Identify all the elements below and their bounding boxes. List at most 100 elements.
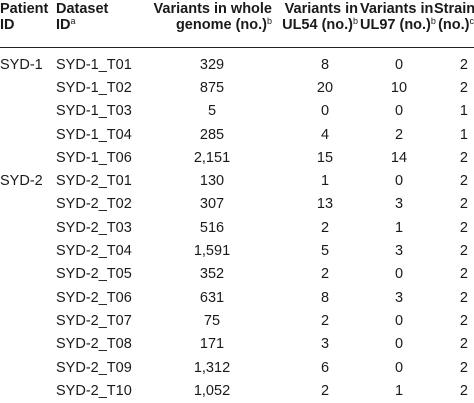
cell-variants-genome: 329 [150, 47, 280, 77]
cell-dataset-id: SYD-1_T01 [52, 47, 150, 77]
cell-dataset-id: SYD-1_T02 [52, 77, 150, 100]
cell-patient-id [0, 356, 52, 379]
cell-patient-id [0, 100, 52, 123]
cell-patient-id [0, 193, 52, 216]
cell-strains: 2 [434, 240, 474, 263]
cell-variants-ul97: 3 [360, 286, 434, 309]
header-patient-line1: Patient [0, 1, 52, 17]
cell-variants-genome: 2,151 [150, 147, 280, 170]
header-genome-line2: genome (no.) [176, 17, 267, 33]
header-patient-id: Patient ID [0, 0, 52, 47]
cell-patient-id [0, 123, 52, 146]
cell-variants-ul97: 0 [360, 263, 434, 286]
cell-variants-genome: 516 [150, 217, 280, 240]
header-ul54-line2: UL54 (no.) [282, 17, 353, 33]
cell-variants-ul97: 14 [360, 147, 434, 170]
cell-variants-ul97: 1 [360, 217, 434, 240]
cell-variants-genome: 1,591 [150, 240, 280, 263]
cell-variants-genome: 285 [150, 123, 280, 146]
header-variants-ul97: Variants in UL97 (no.)b [360, 0, 434, 47]
cell-dataset-id: SYD-1_T06 [52, 147, 150, 170]
cell-variants-ul54: 4 [280, 123, 360, 146]
cell-variants-ul54: 2 [280, 380, 360, 403]
header-row: Patient ID Dataset IDa Variants in whole… [0, 0, 474, 47]
cell-variants-ul97: 3 [360, 193, 434, 216]
cell-variants-ul54: 2 [280, 310, 360, 333]
cell-variants-genome: 75 [150, 310, 280, 333]
cell-variants-genome: 5 [150, 100, 280, 123]
cell-strains: 2 [434, 170, 474, 193]
cell-variants-ul54: 8 [280, 47, 360, 77]
cell-patient-id [0, 310, 52, 333]
cell-variants-ul97: 0 [360, 100, 434, 123]
cell-variants-genome: 875 [150, 77, 280, 100]
header-dataset-line2: ID [56, 17, 71, 33]
header-strains-line1: Strains [434, 1, 474, 17]
cell-variants-ul54: 15 [280, 147, 360, 170]
header-strains-line2: (no.) [438, 17, 469, 33]
cell-dataset-id: SYD-2_T10 [52, 380, 150, 403]
header-ul97-line1: Variants in [360, 1, 430, 17]
header-variants-ul54: Variants in UL54 (no.)b [280, 0, 360, 47]
cell-dataset-id: SYD-2_T01 [52, 170, 150, 193]
cell-patient-id [0, 286, 52, 309]
header-strains-line2-wrap: (no.)c [434, 17, 474, 33]
footnote-marker-b: b [353, 16, 358, 26]
cell-patient-id [0, 240, 52, 263]
header-strains: Strains (no.)c [434, 0, 474, 47]
cell-variants-ul97: 0 [360, 47, 434, 77]
header-genome-line2-wrap: genome (no.)b [150, 17, 272, 33]
cell-strains: 2 [434, 47, 474, 77]
cell-strains: 2 [434, 217, 474, 240]
cell-variants-ul54: 6 [280, 356, 360, 379]
cell-variants-ul54: 8 [280, 286, 360, 309]
cell-patient-id [0, 147, 52, 170]
cell-variants-ul54: 20 [280, 77, 360, 100]
header-genome-line1: Variants in whole [150, 1, 272, 17]
cell-patient-id [0, 380, 52, 403]
cell-variants-ul97: 3 [360, 240, 434, 263]
header-patient-line2: ID [0, 17, 52, 33]
header-dataset-id: Dataset IDa [52, 0, 150, 47]
cell-strains: 2 [434, 286, 474, 309]
cell-patient-id [0, 217, 52, 240]
header-dataset-line1: Dataset [56, 1, 150, 17]
cell-variants-ul97: 0 [360, 356, 434, 379]
cell-dataset-id: SYD-2_T07 [52, 310, 150, 333]
cell-variants-ul54: 3 [280, 333, 360, 356]
table-header: Patient ID Dataset IDa Variants in whole… [0, 0, 474, 47]
cell-strains: 2 [434, 333, 474, 356]
cell-variants-ul97: 0 [360, 333, 434, 356]
cell-patient-id [0, 333, 52, 356]
cell-strains: 2 [434, 193, 474, 216]
cell-dataset-id: SYD-1_T04 [52, 123, 150, 146]
cell-variants-ul54: 13 [280, 193, 360, 216]
cell-strains: 2 [434, 310, 474, 333]
cell-patient-id [0, 263, 52, 286]
cell-variants-ul54: 0 [280, 100, 360, 123]
cell-strains: 2 [434, 77, 474, 100]
cell-patient-id: SYD-2 [0, 170, 52, 193]
cell-variants-genome: 307 [150, 193, 280, 216]
header-ul54-line1: Variants in [280, 1, 358, 17]
cell-dataset-id: SYD-2_T05 [52, 263, 150, 286]
cell-variants-ul54: 2 [280, 217, 360, 240]
cell-strains: 1 [434, 123, 474, 146]
cell-variants-genome: 130 [150, 170, 280, 193]
cell-dataset-id: SYD-2_T04 [52, 240, 150, 263]
cell-variants-ul97: 10 [360, 77, 434, 100]
